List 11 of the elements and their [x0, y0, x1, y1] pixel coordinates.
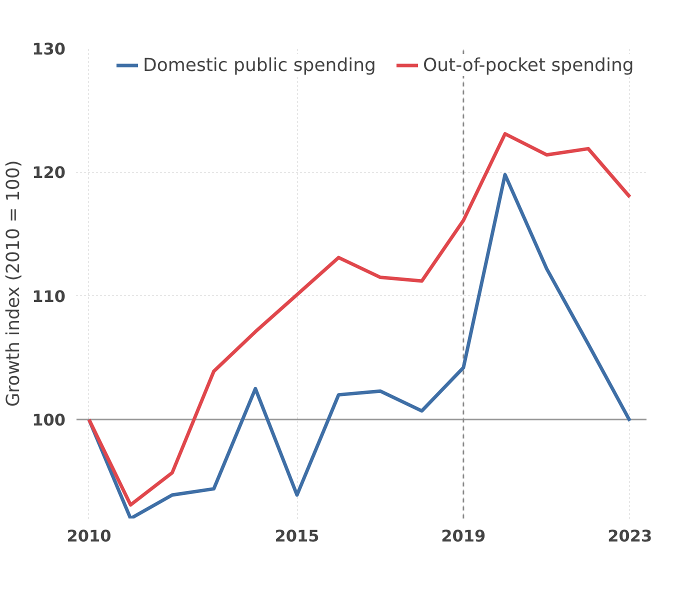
legend-label: Domestic public spending — [143, 54, 376, 76]
y-tick-label: 120 — [32, 163, 66, 182]
x-tick-label: 2010 — [66, 526, 112, 546]
y-axis-title: Growth index (2010 = 100) — [3, 160, 24, 407]
legend-label: Out-of-pocket spending — [422, 54, 634, 76]
x-tick-label: 2019 — [441, 526, 486, 546]
x-tick-label: 2023 — [608, 526, 652, 546]
y-tick-label: 110 — [32, 286, 66, 306]
y-tick-label: 100 — [32, 410, 66, 430]
y-tick-label: 130 — [32, 40, 66, 58]
x-tick-label: 2015 — [274, 526, 320, 546]
